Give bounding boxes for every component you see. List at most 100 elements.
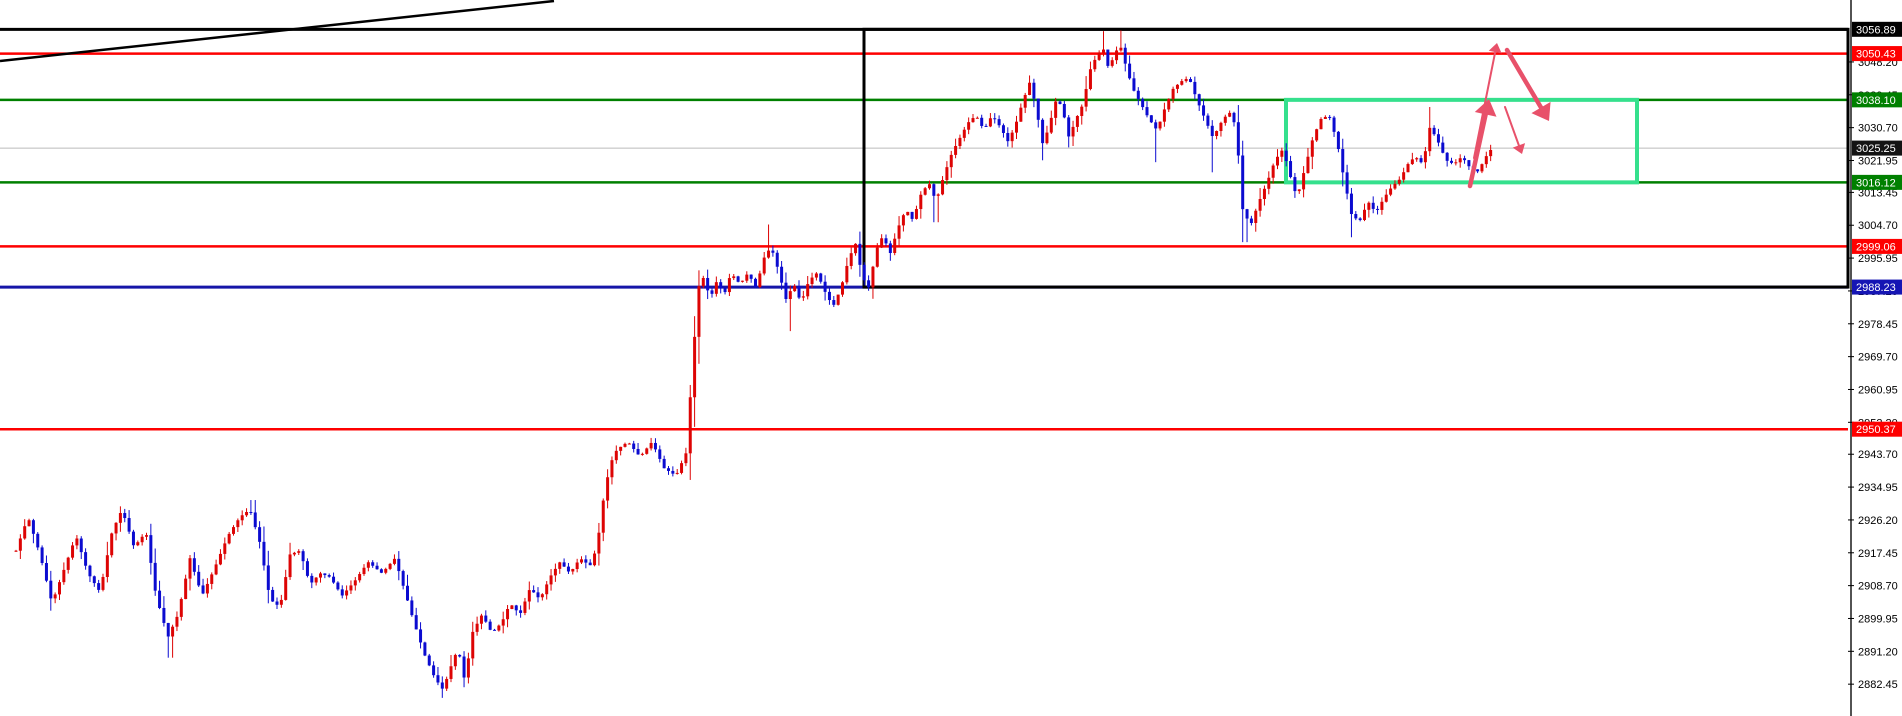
candle-body xyxy=(1380,201,1384,210)
candle-body xyxy=(14,550,18,552)
price-badge-3056.89[interactable]: 3056.89 xyxy=(1852,21,1902,37)
black-trendline[interactable] xyxy=(0,0,555,63)
candle-body xyxy=(1184,79,1188,82)
candle-body xyxy=(427,655,431,666)
candle-body xyxy=(1258,199,1262,211)
candle-body xyxy=(1367,202,1371,210)
candle-body xyxy=(1319,119,1323,130)
candle-body xyxy=(653,442,657,450)
price-badge-bg xyxy=(1852,174,1902,190)
price-badge-3025.25[interactable]: 3025.25 xyxy=(1852,140,1902,156)
candle-body xyxy=(1045,132,1049,144)
candle-body xyxy=(1110,60,1114,66)
projection-up-arrow-thick[interactable] xyxy=(1467,99,1497,189)
candle-body xyxy=(1489,149,1493,157)
candle-body xyxy=(466,658,470,678)
candle-body xyxy=(923,188,927,195)
candle-body xyxy=(192,558,196,572)
candle-body xyxy=(823,281,827,292)
price-badge-2999.06[interactable]: 2999.06 xyxy=(1852,238,1902,254)
candle-body xyxy=(841,282,844,295)
candle-body xyxy=(71,545,75,558)
candle-body xyxy=(332,576,336,583)
candle-body xyxy=(166,622,170,637)
candle-body xyxy=(827,291,831,301)
candle-body xyxy=(123,513,127,519)
candle-body xyxy=(875,247,879,267)
candle-body xyxy=(1454,162,1458,164)
candle-body xyxy=(867,280,871,288)
candle-body xyxy=(649,442,653,449)
candle-body xyxy=(884,238,888,244)
candle-body xyxy=(453,654,457,667)
axis-tick-label: 2882.45 xyxy=(1858,679,1898,691)
price-badge-2950.37[interactable]: 2950.37 xyxy=(1852,421,1902,437)
candle-body xyxy=(540,594,544,598)
price-badge-3038.10[interactable]: 3038.10 xyxy=(1852,92,1902,108)
candle-body xyxy=(693,336,697,398)
candle-body xyxy=(218,553,222,565)
candle-body xyxy=(497,625,501,631)
green-demand-box[interactable] xyxy=(1284,97,1639,185)
candle-body xyxy=(258,527,262,542)
candle-body xyxy=(314,577,318,583)
candle-body xyxy=(941,180,945,195)
candle-body xyxy=(571,569,575,572)
price-badge-text: 3016.12 xyxy=(1856,177,1896,189)
candle-body xyxy=(614,450,618,461)
candle-body xyxy=(1167,98,1171,110)
candle-body xyxy=(366,562,370,568)
candle-body xyxy=(1254,210,1258,223)
candle-body xyxy=(593,553,597,566)
candle-body xyxy=(954,146,958,155)
candle-body xyxy=(1206,115,1210,126)
candle-body xyxy=(40,547,44,564)
candle-body xyxy=(1271,165,1275,178)
candle-body xyxy=(1363,209,1366,221)
projection-up-arrow-thick-shaft xyxy=(1467,112,1488,189)
candle-body xyxy=(1428,127,1432,152)
price-badge-2988.23[interactable]: 2988.23 xyxy=(1852,279,1902,295)
price-badge-3050.43[interactable]: 3050.43 xyxy=(1852,46,1902,62)
candle-body xyxy=(849,253,853,266)
candle-body xyxy=(1376,208,1380,210)
projection-up-arrow-thick-head xyxy=(1474,99,1497,117)
price-badge-bg xyxy=(1852,279,1902,295)
candle-body xyxy=(249,512,253,514)
candle-body xyxy=(140,536,144,543)
candle-body xyxy=(980,117,984,126)
candle-body xyxy=(345,590,349,596)
projection-down-arrow-thin[interactable] xyxy=(1504,106,1526,154)
candle-body xyxy=(1328,116,1332,118)
candle-body xyxy=(1406,164,1410,173)
projection-up-arrow-thin[interactable] xyxy=(1473,43,1502,159)
axis-tick-label: 2891.20 xyxy=(1858,646,1898,658)
price-badge-3016.12[interactable]: 3016.12 xyxy=(1852,174,1902,190)
candle-body xyxy=(754,278,757,287)
candle-body xyxy=(436,675,440,683)
candle-body xyxy=(558,562,562,569)
candle-body xyxy=(105,555,109,577)
candle-body xyxy=(310,575,314,583)
candle-body xyxy=(1276,156,1279,166)
candle-body xyxy=(1084,89,1088,107)
candle-body xyxy=(1132,78,1136,91)
candle-body xyxy=(1171,88,1175,99)
candle-body xyxy=(627,443,631,445)
candle-body xyxy=(749,274,753,279)
candle-body xyxy=(1223,116,1227,123)
candle-body xyxy=(671,470,675,474)
black-consolidation-box[interactable] xyxy=(862,27,1850,289)
projection-down-arrow-thick[interactable] xyxy=(1504,47,1551,121)
candle-body xyxy=(31,520,35,534)
axis-tick-label: 2969.70 xyxy=(1858,352,1898,364)
candle-body xyxy=(740,280,744,282)
candle-body xyxy=(762,257,766,274)
candle-body xyxy=(84,552,88,566)
candle-body xyxy=(92,576,96,584)
candle-body xyxy=(732,276,736,279)
candle-body xyxy=(375,565,379,570)
price-badge-text: 2988.23 xyxy=(1856,282,1896,294)
axis-tick-label: 2934.95 xyxy=(1858,482,1898,494)
